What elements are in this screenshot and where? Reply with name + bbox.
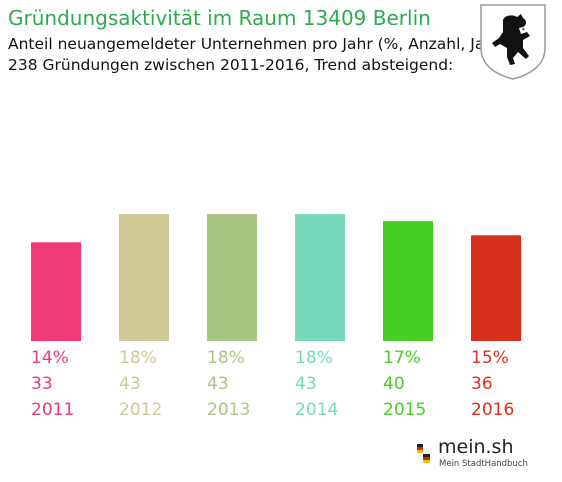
category-label-2015: 2015 [383, 400, 426, 420]
berlin-bear-crest-icon [480, 4, 546, 80]
logo-tagline: Mein StadtHandbuch [439, 459, 528, 469]
category-label-2012: 2012 [119, 400, 162, 420]
category-label-2013: 2013 [207, 400, 250, 420]
bar-2013 [207, 214, 257, 341]
count-label-2011: 33 [31, 374, 53, 394]
bar-2014 [295, 214, 345, 341]
category-label-2014: 2014 [295, 400, 338, 420]
count-label-2012: 43 [119, 374, 141, 394]
bar-2016 [471, 235, 521, 341]
bar-2015 [383, 221, 433, 341]
bar-2011 [31, 242, 81, 341]
germany-pin-icon [417, 444, 430, 463]
category-label-2011: 2011 [31, 400, 74, 420]
value-label-2016: 15% [471, 348, 509, 368]
count-label-2013: 43 [207, 374, 229, 394]
value-label-2011: 14% [31, 348, 69, 368]
count-label-2016: 36 [471, 374, 493, 394]
bar-2012 [119, 214, 169, 341]
logo-name[interactable]: mein.sh [438, 436, 514, 458]
chart-title: Gründungsaktivität im Raum 13409 Berlin [8, 6, 431, 30]
count-label-2014: 43 [295, 374, 317, 394]
count-label-2015: 40 [383, 374, 405, 394]
chart-subtitle: Anteil neuangemeldeter Unternehmen pro J… [8, 35, 507, 53]
value-label-2014: 18% [295, 348, 333, 368]
value-label-2013: 18% [207, 348, 245, 368]
chart-summary: 238 Gründungen zwischen 2011-2016, Trend… [8, 56, 454, 74]
value-label-2012: 18% [119, 348, 157, 368]
value-label-2015: 17% [383, 348, 421, 368]
category-label-2016: 2016 [471, 400, 514, 420]
